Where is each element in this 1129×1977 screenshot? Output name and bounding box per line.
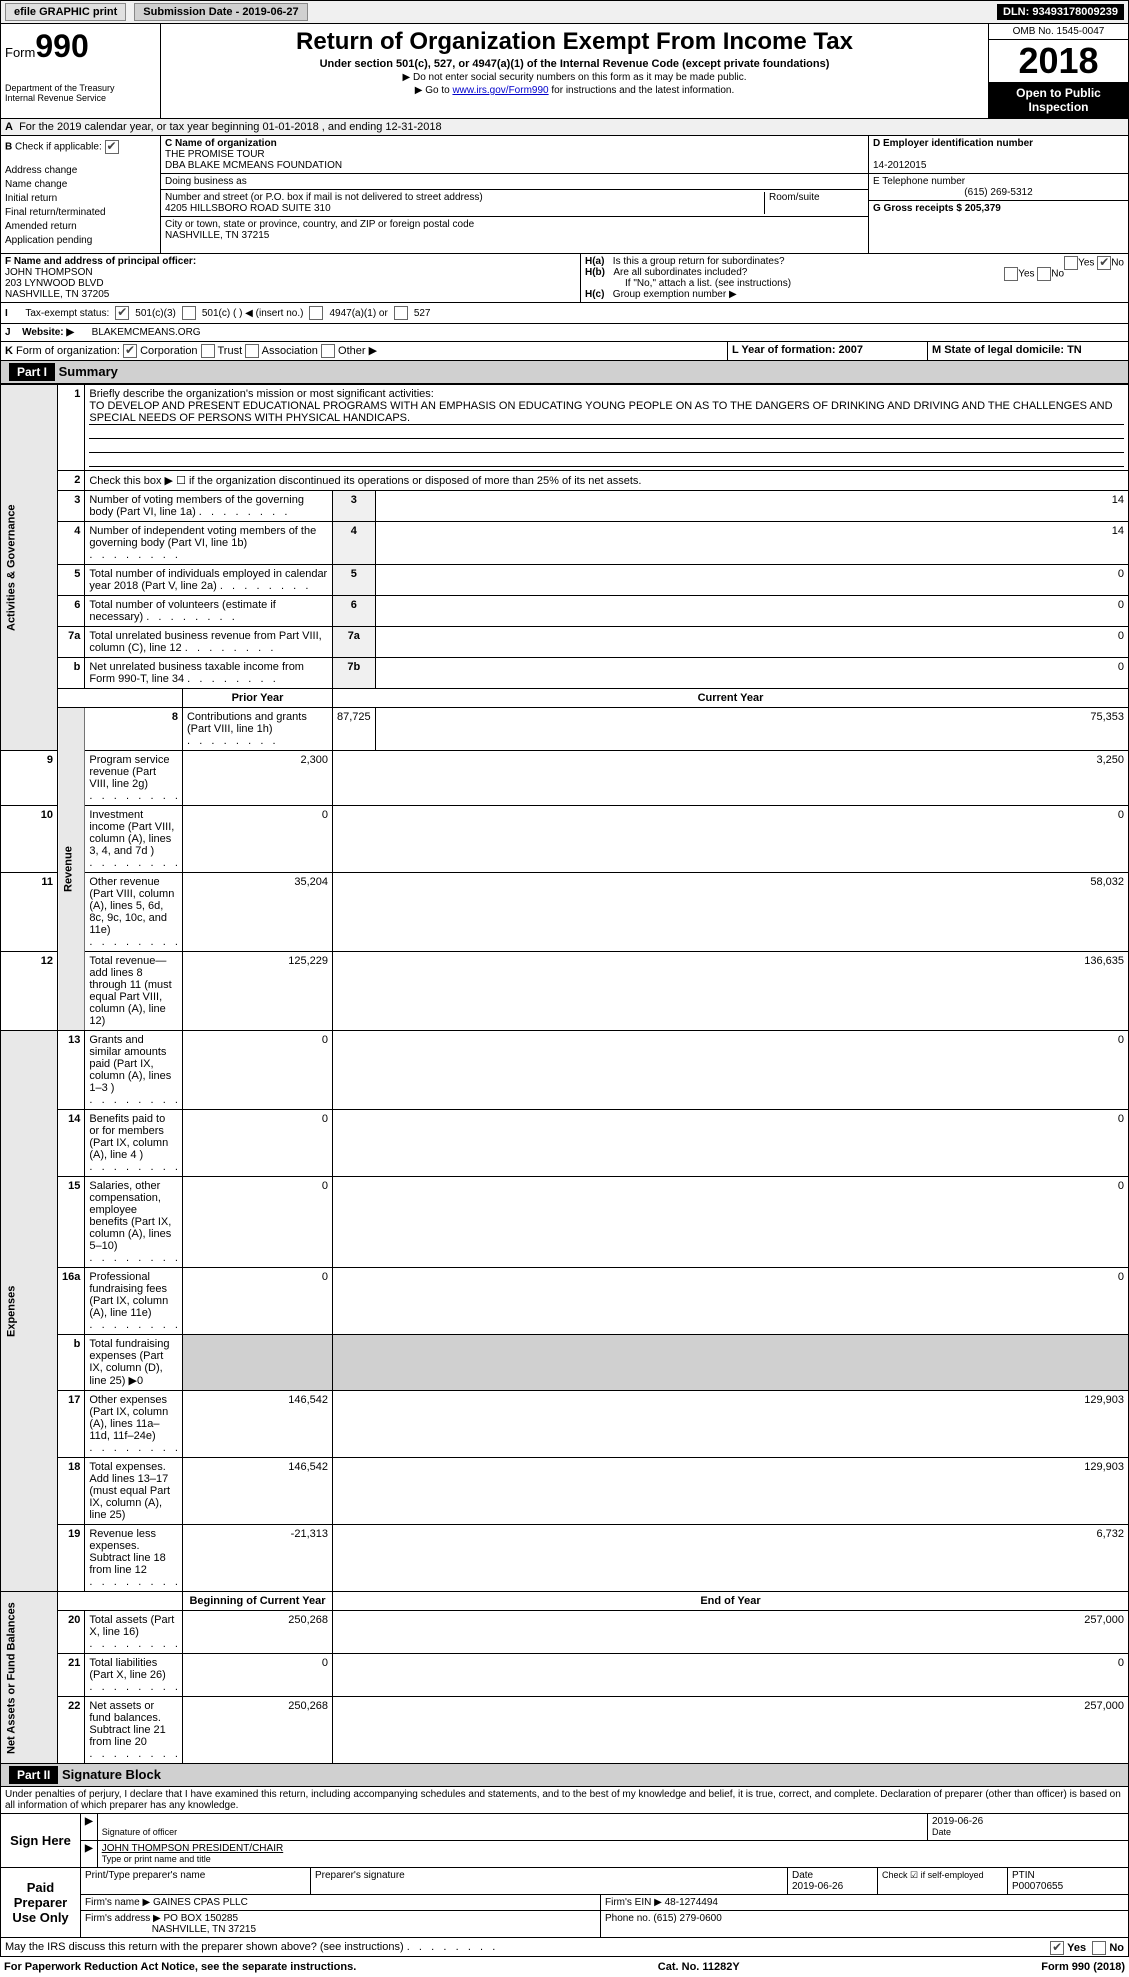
- discuss-row: May the IRS discuss this return with the…: [0, 1938, 1129, 1957]
- arrow-icon: ▶: [81, 1841, 98, 1867]
- part1-title: Summary: [59, 364, 118, 379]
- check-pending[interactable]: Application pending: [5, 235, 156, 246]
- goto-note: ▶ Go to www.irs.gov/Form990 for instruct…: [169, 85, 980, 96]
- sign-here: Sign Here: [1, 1814, 81, 1867]
- box-i: I Tax-exempt status: 501(c)(3) 501(c) ( …: [0, 303, 1129, 324]
- box-h: H(a) Is this a group return for subordin…: [581, 254, 1128, 302]
- box-l: L Year of formation: 2007: [728, 342, 928, 360]
- box-b: B Check if applicable: Address change Na…: [1, 136, 161, 253]
- paid-preparer: Paid Preparer Use Only: [1, 1868, 81, 1937]
- line-2: Check this box ▶ ☐ if the organization d…: [85, 471, 1129, 491]
- irs-link[interactable]: www.irs.gov/Form990: [452, 85, 548, 96]
- check-address-change[interactable]: Address change: [5, 165, 156, 176]
- box-m: M State of legal domicile: TN: [928, 342, 1128, 360]
- footer-form: Form 990 (2018): [1041, 1961, 1125, 1973]
- part2-title: Signature Block: [62, 1767, 161, 1782]
- check-assoc[interactable]: [245, 344, 259, 358]
- ein-value: 14-2012015: [873, 160, 926, 171]
- section-expenses: Expenses: [1, 1031, 58, 1592]
- ptin: P00070655: [1012, 1881, 1063, 1892]
- check-527[interactable]: [394, 306, 408, 320]
- box-e: E Telephone number (615) 269-5312: [869, 174, 1128, 201]
- line-a: A For the 2019 calendar year, or tax yea…: [0, 119, 1129, 136]
- checkbox-icon[interactable]: [105, 140, 119, 154]
- check-4947[interactable]: [309, 306, 323, 320]
- part1-header: Part I: [9, 363, 55, 381]
- box-d: D Employer identification number 14-2012…: [869, 136, 1128, 174]
- check-501c[interactable]: [182, 306, 196, 320]
- org-dba: DBA BLAKE MCMEANS FOUNDATION: [165, 160, 342, 171]
- irs-label: Internal Revenue Service: [5, 93, 156, 103]
- firm-phone: (615) 279-0600: [653, 1913, 721, 1924]
- box-j: J Website: ▶ BLAKEMCMEANS.ORG: [0, 324, 1129, 342]
- section-activities: Activities & Governance: [1, 385, 58, 751]
- footer-cat: Cat. No. 11282Y: [658, 1961, 740, 1973]
- efile-badge: efile GRAPHIC print: [5, 3, 126, 21]
- check-final-return[interactable]: Final return/terminated: [5, 207, 156, 218]
- omb-number: OMB No. 1545-0047: [989, 24, 1128, 40]
- form-subtitle: Under section 501(c), 527, or 4947(a)(1)…: [169, 58, 980, 70]
- org-street: 4205 HILLSBORO ROAD SUITE 310: [165, 203, 331, 214]
- box-c: C Name of organization THE PROMISE TOUR …: [161, 136, 868, 253]
- part2-header: Part II: [9, 1766, 58, 1784]
- dba-label: Doing business as: [161, 174, 868, 190]
- submission-date: Submission Date - 2019-06-27: [134, 3, 307, 21]
- firm-name: GAINES CPAS PLLC: [153, 1897, 248, 1908]
- form-number: Form990: [5, 28, 156, 65]
- ha-yes[interactable]: [1064, 256, 1078, 270]
- ssn-note: ▶ Do not enter social security numbers o…: [169, 72, 980, 83]
- check-trust[interactable]: [201, 344, 215, 358]
- dept-treasury: Department of the Treasury: [5, 83, 156, 93]
- mission-text: TO DEVELOP AND PRESENT EDUCATIONAL PROGR…: [89, 400, 1124, 425]
- form-title: Return of Organization Exempt From Incom…: [169, 28, 980, 56]
- tax-year: 2018: [989, 40, 1128, 82]
- firm-ein: 48-1274494: [665, 1897, 718, 1908]
- hb-yes[interactable]: [1004, 267, 1018, 281]
- summary-table: Activities & Governance 1 Briefly descri…: [0, 384, 1129, 1764]
- officer-signature-name: JOHN THOMPSON PRESIDENT/CHAIR: [102, 1843, 284, 1854]
- box-g: G Gross receipts $ 205,379: [869, 201, 1128, 216]
- footer-pra: For Paperwork Reduction Act Notice, see …: [4, 1961, 356, 1973]
- section-revenue: Revenue: [58, 708, 85, 1031]
- box-f: F Name and address of principal officer:…: [1, 254, 581, 302]
- phone-value: (615) 269-5312: [873, 187, 1124, 198]
- org-city: NASHVILLE, TN 37215: [165, 230, 269, 241]
- check-corp[interactable]: [123, 344, 137, 358]
- section-netassets: Net Assets or Fund Balances: [1, 1592, 58, 1764]
- check-amended[interactable]: Amended return: [5, 221, 156, 232]
- check-other[interactable]: [321, 344, 335, 358]
- open-public: Open to Public Inspection: [989, 82, 1128, 118]
- check-name-change[interactable]: Name change: [5, 179, 156, 190]
- dln: DLN: 93493178009239: [997, 4, 1124, 20]
- room-suite: Room/suite: [764, 192, 864, 214]
- perjury-text: Under penalties of perjury, I declare th…: [0, 1787, 1129, 1814]
- arrow-icon: ▶: [81, 1814, 98, 1840]
- officer-name: JOHN THOMPSON: [5, 267, 93, 278]
- discuss-yes[interactable]: [1050, 1941, 1064, 1955]
- check-501c3[interactable]: [115, 306, 129, 320]
- discuss-no[interactable]: [1092, 1941, 1106, 1955]
- ha-no[interactable]: [1097, 256, 1111, 270]
- box-k: K Form of organization: Corporation Trus…: [1, 342, 728, 360]
- check-initial-return[interactable]: Initial return: [5, 193, 156, 204]
- hb-no[interactable]: [1037, 267, 1051, 281]
- org-name: THE PROMISE TOUR: [165, 149, 265, 160]
- website: BLAKEMCMEANS.ORG: [92, 327, 201, 338]
